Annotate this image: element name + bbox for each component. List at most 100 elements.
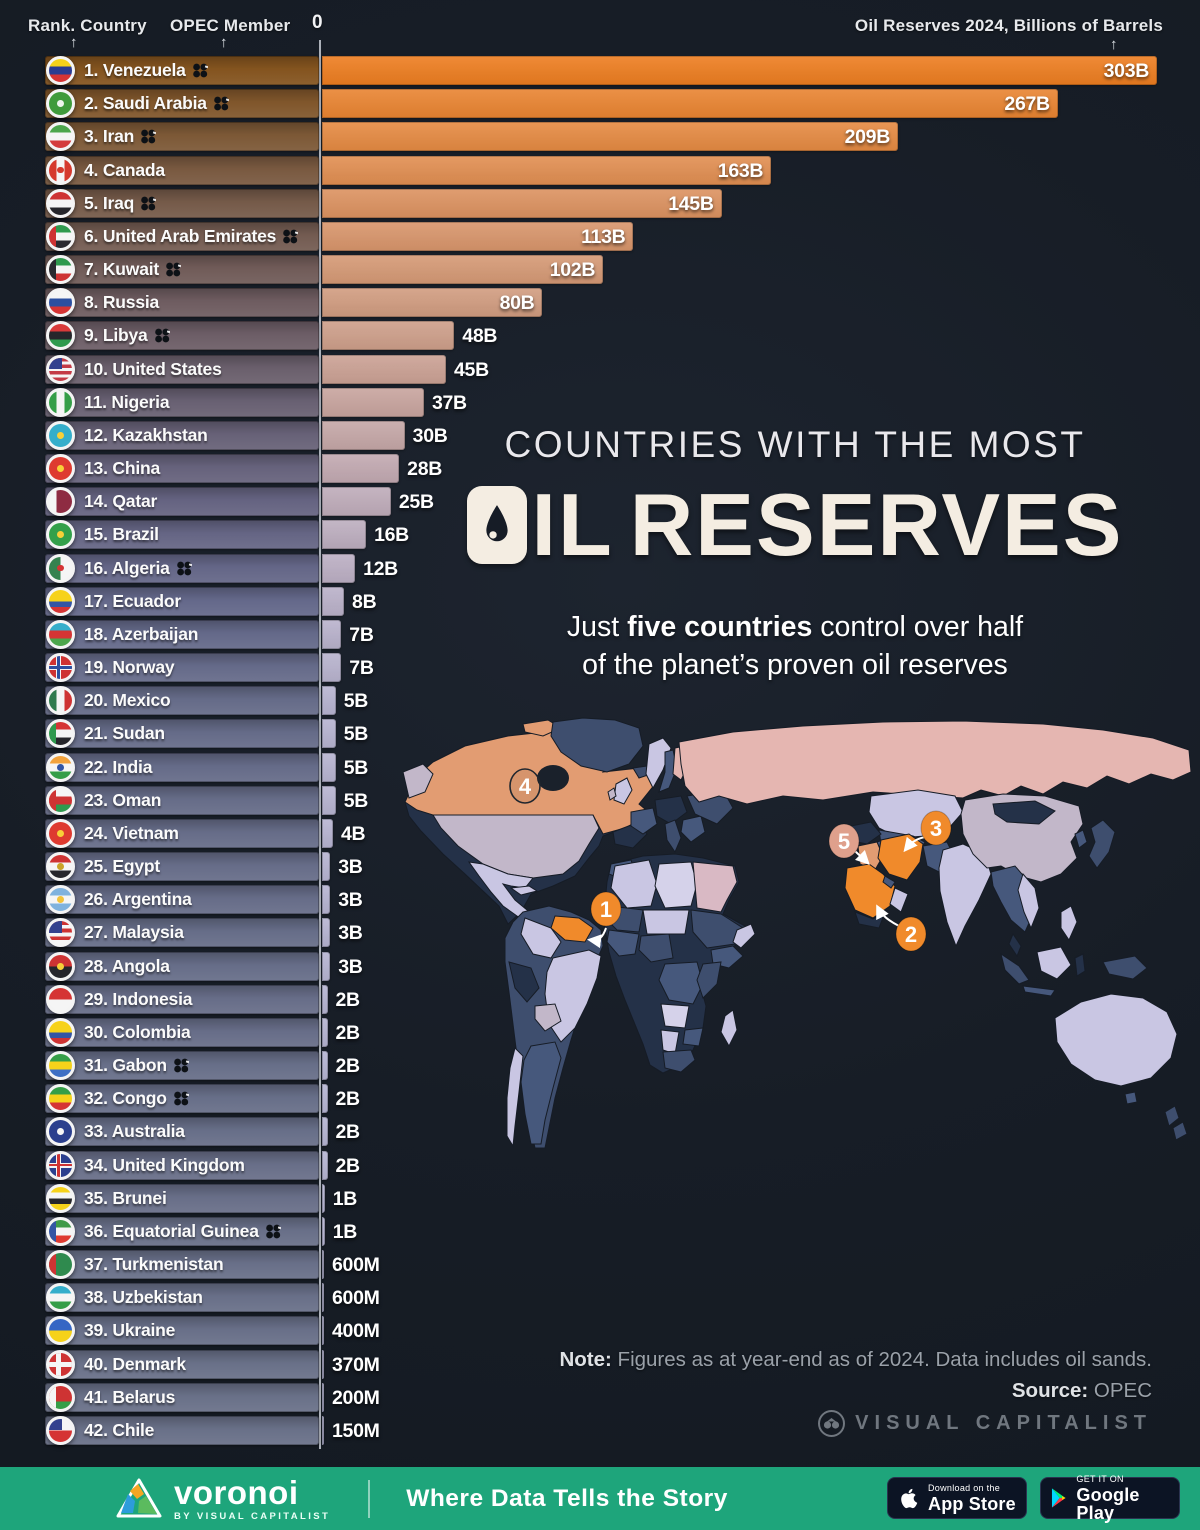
app-store-badge[interactable]: Download on the App Store <box>887 1477 1027 1519</box>
country-label-band <box>45 1316 319 1346</box>
map-region <box>1054 993 1178 1087</box>
opec-member-arrow-icon: ↑ <box>220 34 228 51</box>
reserves-bar <box>322 1349 324 1379</box>
map-region <box>662 1049 696 1073</box>
country-rank-name: 20. Mexico <box>84 690 171 711</box>
reserves-value-label: 600M <box>332 1287 380 1310</box>
voronoi-wordmark: voronoi BY VISUAL CAPITALIST <box>174 1476 330 1522</box>
country-row: 11. Nigeria 37B <box>0 387 1200 417</box>
country-rank-name: 10. United States <box>84 358 222 379</box>
country-label-band <box>45 89 319 119</box>
map-region <box>889 887 909 913</box>
country-row: 26. Argentina 3B <box>0 885 1200 915</box>
map-region <box>660 1003 690 1029</box>
country-label-band <box>45 354 319 384</box>
country-row: 25. Egypt 3B <box>0 852 1200 882</box>
country-rank-name: 26. Argentina <box>84 889 192 910</box>
country-label-band <box>45 885 319 915</box>
country-label-band <box>45 918 319 948</box>
country-rank-name: 42. Chile <box>84 1419 155 1440</box>
svg-text:1: 1 <box>600 897 612 922</box>
opec-logo-icon <box>173 1091 189 1106</box>
reserves-bar <box>322 1283 324 1313</box>
reserves-bar: 80B <box>322 288 543 318</box>
map-region <box>506 1047 524 1148</box>
reserves-bar <box>322 354 447 384</box>
map-region <box>550 915 594 943</box>
country-row: 34. United Kingdom 2B <box>0 1150 1200 1180</box>
country-rank-name: 16. Algeria <box>84 554 192 583</box>
country-rank-name: 31. Gabon <box>84 1051 189 1080</box>
country-flag-icon <box>46 852 75 882</box>
country-rank-name: 30. Colombia <box>84 1021 191 1042</box>
country-row: 15. Brazil 16B <box>0 520 1200 550</box>
country-rank-name: 15. Brazil <box>84 524 159 545</box>
country-flag-icon <box>46 719 75 749</box>
map-region <box>992 800 1056 825</box>
reserves-bar: 163B <box>322 155 772 185</box>
country-flag-icon <box>46 553 75 583</box>
country-rank-name: 23. Oman <box>84 789 162 810</box>
country-flag-icon <box>46 520 75 550</box>
map-region <box>610 859 658 909</box>
reserves-value-label: 2B <box>335 1154 361 1177</box>
country-rank-name: 11. Nigeria <box>84 391 170 412</box>
reserves-bar <box>322 1183 325 1213</box>
country-label-band <box>45 686 319 716</box>
opec-logo-icon <box>283 229 299 244</box>
country-label-band <box>45 1017 319 1047</box>
reserves-value-label: 150M <box>332 1419 380 1442</box>
country-rank-name: 3. Iran <box>84 122 157 151</box>
country-rank-name: 41. Belarus <box>84 1386 176 1407</box>
reserves-value-label: 3B <box>338 856 363 879</box>
reserves-value-label: 267B <box>1004 93 1050 116</box>
country-row: 40. Denmark 370M <box>0 1349 1200 1379</box>
reserves-value-label: 12B <box>363 557 398 580</box>
reserves-bar <box>322 487 391 517</box>
reserves-value-label: 25B <box>398 491 434 514</box>
country-row: 38. Uzbekistan 600M <box>0 1283 1200 1313</box>
country-flag-icon <box>46 155 75 185</box>
reserves-bar <box>322 885 331 915</box>
opec-logo-icon <box>141 196 157 211</box>
country-rank-name: 22. India <box>84 756 153 777</box>
footer-tagline: Where Data Tells the Story <box>406 1484 728 1512</box>
opec-logo-icon <box>166 262 182 277</box>
subtitle-line2: of the planet’s proven oil reserves <box>582 649 1008 681</box>
reserves-bar: 303B <box>322 56 1158 85</box>
map-region <box>1008 932 1022 958</box>
reserves-bar <box>322 520 367 550</box>
country-row: 5. Iraq 145B <box>0 188 1200 218</box>
country-label-band <box>45 1051 319 1081</box>
map-region <box>607 787 617 801</box>
country-rank-name: 32. Congo <box>84 1084 189 1113</box>
country-rank-name: 5. Iraq <box>84 189 157 218</box>
subtitle: Just five countries control over half of… <box>420 608 1170 684</box>
axis-zero-label: 0 <box>312 12 323 33</box>
google-play-badge[interactable]: GET IT ON Google Play <box>1040 1474 1180 1522</box>
map-region <box>692 861 738 913</box>
reserves-bar <box>322 1150 328 1180</box>
reserves-value-label: 48B <box>462 325 498 348</box>
reserves-value-label: 113B <box>581 225 626 248</box>
country-label-band <box>45 387 319 417</box>
brand-wordmark: VISUAL CAPITALIST <box>855 1412 1152 1434</box>
google-play-icon <box>1051 1488 1066 1508</box>
reserves-value-label: 16B <box>374 524 409 547</box>
country-label-band <box>45 288 319 318</box>
oil-drop-icon <box>466 486 527 564</box>
country-rank-name: 39. Ukraine <box>84 1320 176 1341</box>
country-row: 14. Qatar 25B <box>0 487 1200 517</box>
country-label-band <box>45 56 319 85</box>
country-label-band <box>45 1216 319 1246</box>
reserves-bar <box>322 1017 328 1047</box>
country-rank-name: 14. Qatar <box>84 491 158 512</box>
country-row: 4. Canada 163B <box>0 155 1200 185</box>
country-row: 23. Oman 5B <box>0 785 1200 815</box>
map-region <box>606 929 640 957</box>
country-label-band <box>45 321 319 351</box>
opec-logo-icon <box>213 96 229 111</box>
country-label-band <box>45 454 319 484</box>
map-region <box>658 961 704 1005</box>
map-region <box>1102 955 1148 980</box>
